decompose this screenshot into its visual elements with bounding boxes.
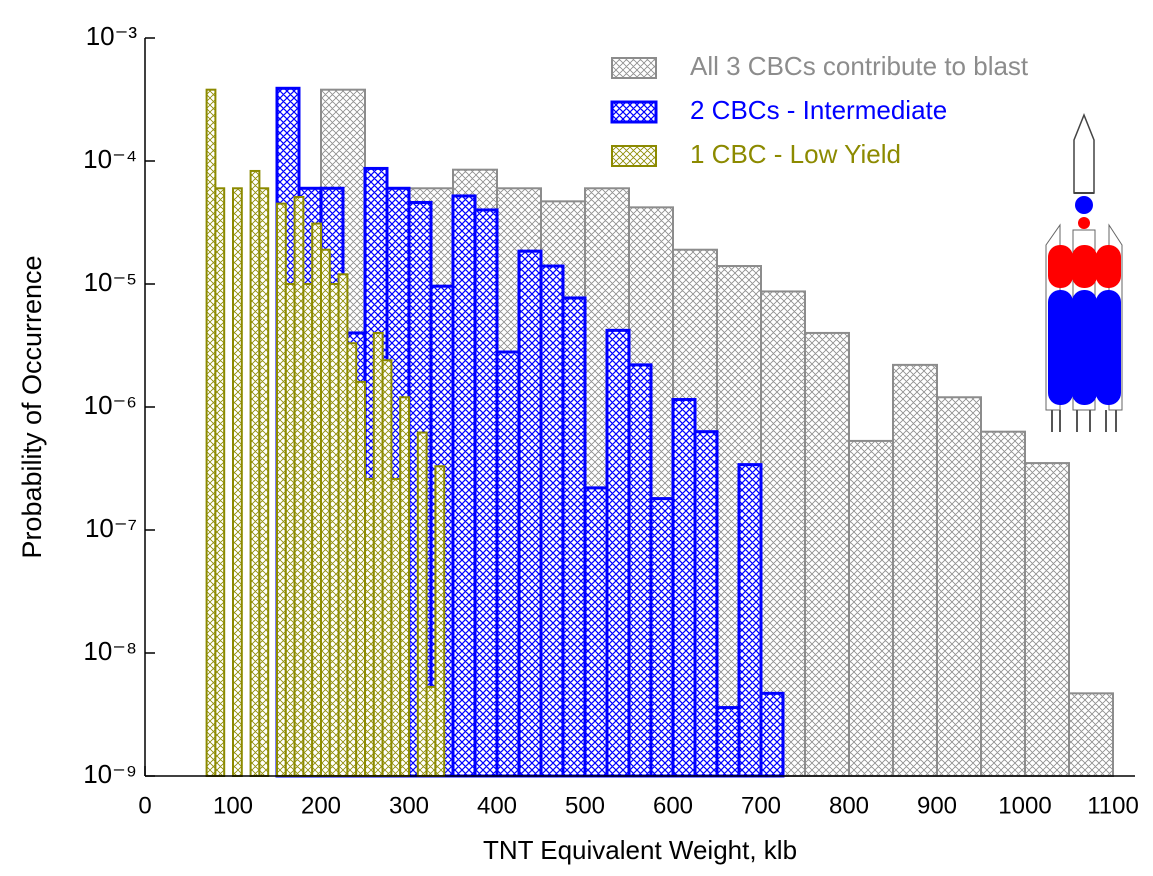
histogram-bar [399, 396, 411, 777]
x-axis-label: TNT Equivalent Weight, klb [483, 835, 797, 865]
histogram-bar [381, 359, 393, 777]
histogram-bar [293, 195, 305, 777]
x-tick-label: 800 [829, 792, 869, 819]
histogram-bar [434, 465, 446, 777]
histogram-bar [205, 88, 217, 777]
histogram-bar [302, 283, 314, 777]
histogram-bar [1024, 462, 1070, 777]
histogram-bar [671, 398, 697, 778]
histogram-bar [320, 248, 331, 777]
x-tick-label: 900 [917, 792, 957, 819]
y-tick-label: 10⁻⁶ [84, 390, 137, 420]
histogram-bar [980, 430, 1026, 777]
histogram-bar [249, 169, 261, 778]
histogram-bar [372, 331, 384, 777]
x-tick-label: 100 [213, 792, 253, 819]
x-tick-label: 600 [653, 792, 693, 819]
histogram-bar [495, 350, 521, 778]
histogram-bar [214, 187, 226, 777]
x-tick-label: 700 [741, 792, 781, 819]
histogram-bar [583, 486, 609, 778]
legend-label: All 3 CBCs contribute to blast [690, 51, 1029, 81]
histogram-bar [311, 222, 323, 778]
legend-swatch [611, 145, 657, 167]
y-tick-label: 10⁻⁹ [83, 759, 137, 789]
histogram-bar [848, 439, 894, 777]
x-tick-label: 400 [477, 792, 517, 819]
histogram-bar [258, 187, 270, 777]
histogram-bar [737, 463, 763, 778]
histogram-bar [561, 296, 587, 778]
x-tick-label: 500 [565, 792, 605, 819]
x-tick-label: 1000 [998, 792, 1051, 819]
histogram-bar [425, 685, 437, 777]
histogram-bar [364, 477, 375, 777]
histogram-bar [337, 273, 349, 777]
histogram-bar [627, 363, 653, 778]
x-tick-label: 0 [138, 792, 151, 819]
histogram-bar [539, 264, 565, 778]
y-tick-label: 10⁻³ [86, 21, 138, 51]
histogram-bar [451, 194, 477, 778]
histogram-bar [715, 706, 741, 778]
histogram-bar [693, 430, 719, 778]
histogram-bar [892, 363, 938, 777]
histogram-bar [232, 187, 243, 777]
legend-label: 2 CBCs - Intermediate [690, 95, 947, 125]
histogram-bar [276, 202, 287, 778]
histogram-bar [416, 431, 428, 777]
x-tick-label: 200 [301, 792, 341, 819]
y-axis-label: Probability of Occurrence [17, 255, 47, 558]
histogram-bar [473, 208, 499, 778]
y-tick-label: 10⁻⁴ [83, 144, 137, 174]
histogram-bar [804, 331, 850, 777]
histogram-bar [328, 283, 340, 777]
histogram-bar [936, 396, 982, 777]
y-tick-label: 10⁻⁷ [85, 513, 137, 543]
histogram-bar [390, 477, 402, 777]
legend-swatch [610, 100, 658, 124]
histogram-bar [346, 342, 358, 777]
legend-label: 1 CBC - Low Yield [690, 139, 901, 169]
histogram-bar [1068, 692, 1114, 778]
histogram-bar [355, 380, 367, 777]
x-tick-label: 300 [389, 792, 429, 819]
histogram-bar [759, 691, 785, 778]
histogram-bar [517, 249, 543, 778]
y-tick-label: 10⁻⁸ [83, 636, 137, 666]
histogram-bar [605, 328, 631, 778]
x-tick-label: 1100 [1087, 792, 1139, 819]
rocket-illustration [1045, 112, 1123, 432]
legend-swatch [611, 57, 657, 79]
y-tick-label: 10⁻⁵ [84, 267, 137, 297]
histogram-bar [284, 283, 296, 777]
histogram-bar [649, 497, 675, 778]
